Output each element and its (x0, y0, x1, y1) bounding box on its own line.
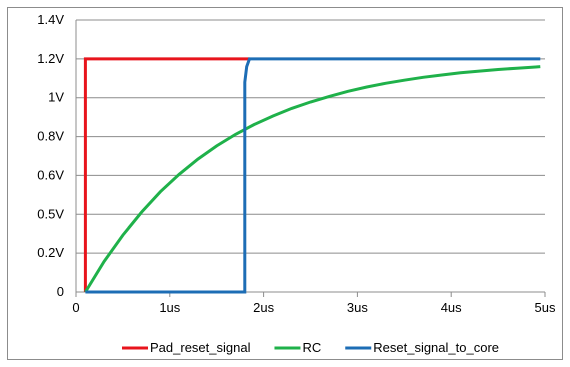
y-tick-label: 1.2V (37, 51, 64, 66)
y-tick-label: 0.6V (37, 167, 64, 182)
legend-label: Pad_reset_signal (150, 340, 251, 355)
chart-frame (7, 7, 563, 360)
series-line-reset-signal-to-core (85, 57, 541, 294)
series-line-rc (84, 65, 541, 293)
y-tick-label: 0.8V (37, 129, 64, 144)
grid-lines (76, 19, 545, 254)
x-tick-label: 2us (253, 300, 274, 315)
y-tick-label: 1.4V (37, 12, 64, 27)
legend-label: RC (302, 340, 321, 355)
x-tick-label: 5us (535, 300, 556, 315)
legend-label: Reset_signal_to_core (373, 340, 499, 355)
series-lines (83, 57, 541, 294)
y-tick-label: 0.5V (37, 206, 64, 221)
x-tick-label: 3us (347, 300, 368, 315)
x-tick-labels: 0 1us 2us 3us 4us 5us (72, 292, 556, 315)
y-tick-label: 0.2V (37, 245, 64, 260)
x-tick-label: 4us (441, 300, 462, 315)
x-tick-label: 0 (72, 300, 79, 315)
series-line-pad-reset-signal (83, 57, 250, 292)
axes (75, 20, 545, 296)
legend: Pad_reset_signal RC Reset_signal_to_core (122, 340, 499, 355)
x-tick-label: 1us (159, 300, 180, 315)
y-tick-labels: 0 0.2V 0.5V 0.6V 0.8V 1V 1.2V 1.4V (37, 12, 64, 299)
y-tick-label: 1V (48, 90, 64, 105)
y-tick-label: 0 (57, 284, 64, 299)
